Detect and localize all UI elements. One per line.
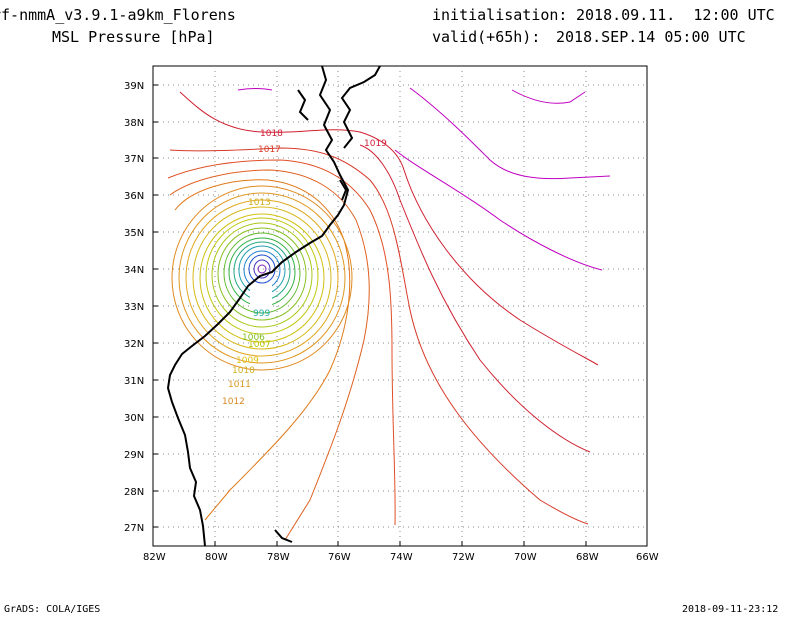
init-label: initialisation: xyxy=(432,6,568,24)
lon-label: 78W xyxy=(267,552,290,563)
ticks xyxy=(153,84,587,546)
contour-label: 1009 xyxy=(236,356,259,366)
isobars-mid xyxy=(167,91,599,541)
lon-label: 68W xyxy=(576,552,599,563)
isobars-high xyxy=(237,87,611,271)
lat-label: 30N xyxy=(124,413,144,424)
field-title: MSL Pressure [hPa] xyxy=(52,28,215,46)
contour-label: 1019 xyxy=(364,139,387,149)
contour-label: 1012 xyxy=(222,397,245,407)
contour-labels: 1019 1018 1017 1013 1009 1007 1010 1011 … xyxy=(222,129,387,407)
lat-label: 32N xyxy=(124,339,144,350)
lat-label: 35N xyxy=(124,228,144,239)
contour-label: 1018 xyxy=(260,129,283,139)
lon-label: 72W xyxy=(452,552,475,563)
contour-label: 1010 xyxy=(232,366,255,376)
contour-label: 1006 xyxy=(242,333,265,343)
lat-label: 37N xyxy=(124,154,144,165)
lon-label: 82W xyxy=(143,552,166,563)
lat-label: 33N xyxy=(124,302,144,313)
valid-label: valid(+65h): xyxy=(432,28,541,46)
footer-timestamp: 2018-09-11-23:12 xyxy=(682,604,779,615)
lon-label: 76W xyxy=(328,552,351,563)
contour-label: 1013 xyxy=(248,198,271,208)
valid-time: 2018.SEP.14 05:00 UTC xyxy=(556,28,746,46)
lon-label: 74W xyxy=(390,552,413,563)
lat-label: 27N xyxy=(124,523,144,534)
lat-label: 38N xyxy=(124,118,144,129)
lon-label: 66W xyxy=(636,552,659,563)
lat-label: 39N xyxy=(124,81,144,92)
footer-credit: GrADS: COLA/IGES xyxy=(4,604,101,615)
lat-labels: 39N 38N 37N 36N 35N 34N 33N 32N 31N 30N … xyxy=(124,81,144,534)
lat-label: 34N xyxy=(124,265,144,276)
coastline xyxy=(166,65,381,547)
lat-label: 36N xyxy=(124,191,144,202)
init-time: 2018.09.11. 12:00 UTC xyxy=(576,6,775,24)
contour-label: 999 xyxy=(253,309,270,319)
lat-label: 29N xyxy=(124,450,144,461)
grid xyxy=(153,66,647,546)
lat-label: 31N xyxy=(124,376,144,387)
contour-label: 1007 xyxy=(248,340,271,350)
lon-labels: 82W 80W 78W 76W 74W 72W 70W 68W 66W xyxy=(143,552,659,563)
contour-label: 1017 xyxy=(258,145,281,155)
lat-label: 28N xyxy=(124,487,144,498)
label-mask xyxy=(250,284,272,308)
lon-label: 70W xyxy=(514,552,537,563)
lon-label: 80W xyxy=(205,552,228,563)
model-name: rf-nmmA_v3.9.1-a9km_Florens xyxy=(0,6,236,24)
contour-label: 1011 xyxy=(228,380,251,390)
